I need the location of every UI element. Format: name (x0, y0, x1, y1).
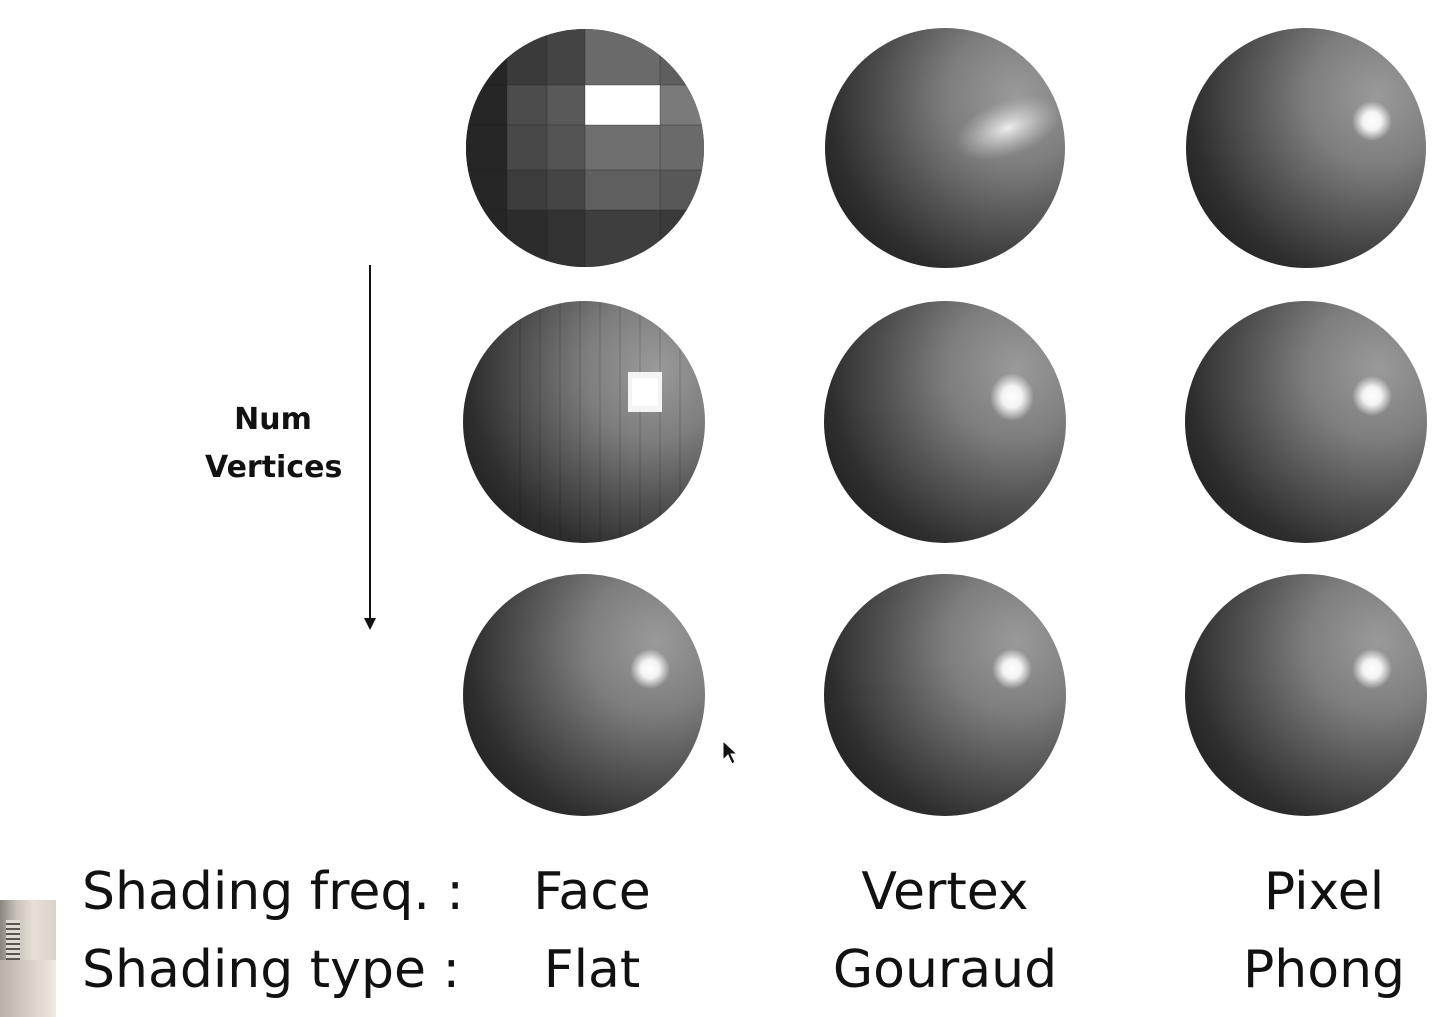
shading-freq-face: Face (533, 862, 651, 922)
num-vertices-label-line1: Num (234, 402, 312, 437)
webcam-thumbnail (0, 900, 56, 1017)
shading-type-gouraud: Gouraud (832, 940, 1058, 1000)
shading-freq-title: Shading freq. : (82, 862, 464, 922)
num-vertices-label-line2: Vertices (205, 450, 343, 485)
webcam-background-panel (0, 960, 56, 1017)
sphere-phong-high (1185, 574, 1427, 816)
sphere-gouraud-high (824, 574, 1066, 816)
shading-type-title: Shading type : (82, 940, 460, 1000)
sphere-gouraud-low (825, 28, 1065, 268)
num-vertices-arrow (364, 265, 376, 630)
sphere-phong-low (1186, 28, 1426, 268)
shading-freq-pixel: Pixel (1263, 862, 1385, 922)
sphere-flat-high (463, 574, 705, 816)
shading-type-flat: Flat (543, 940, 641, 1000)
sphere-flat-low (466, 29, 704, 267)
sphere-flat-mid (463, 301, 705, 543)
shading-freq-vertex: Vertex (861, 862, 1029, 922)
sphere-gouraud-mid (824, 301, 1066, 543)
mouse-cursor-icon (722, 739, 739, 765)
shading-type-phong: Phong (1242, 940, 1406, 1000)
sphere-phong-mid (1185, 301, 1427, 543)
webcam-background-detail (6, 920, 20, 960)
